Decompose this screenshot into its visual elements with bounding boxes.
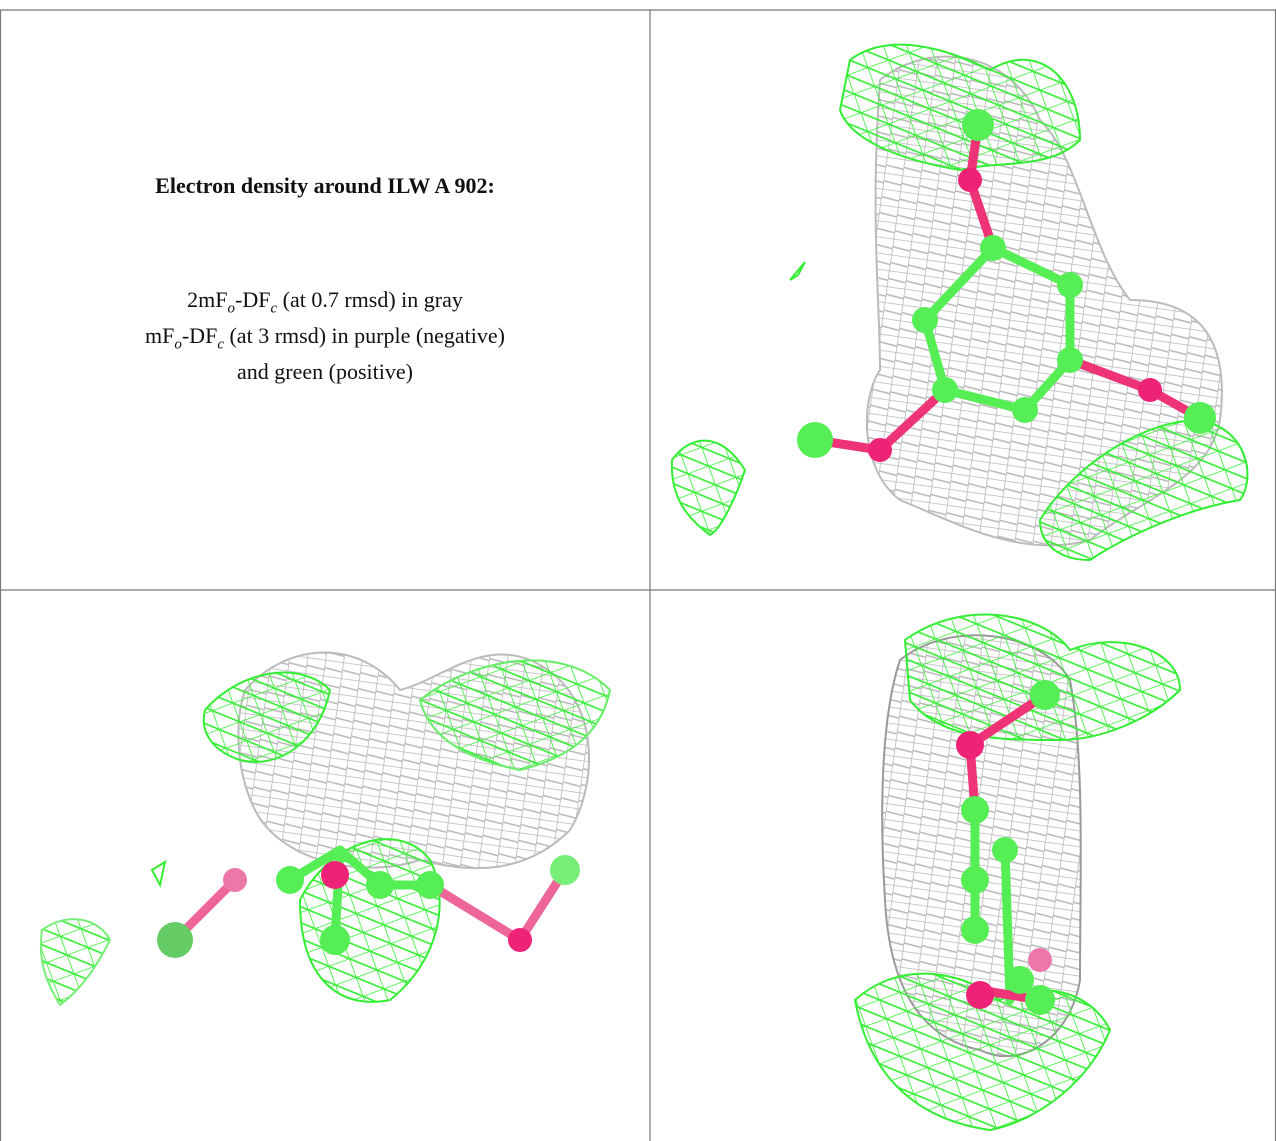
legend-text: -DF (182, 323, 217, 348)
density-view-3 (855, 615, 1180, 1130)
legend-line: mFo-DFc (at 3 rmsd) in purple (negative) (0, 318, 650, 354)
legend-line: 2mFo-DFc (at 0.7 rmsd) in gray (0, 282, 650, 318)
subscript: c (217, 336, 224, 352)
page: Electron density around ILW A 902: 2mFo-… (0, 0, 1276, 1141)
legend-text: mF (145, 323, 174, 348)
legend-text: -DF (235, 287, 270, 312)
subscript: o (174, 336, 182, 352)
density-view-1 (672, 45, 1248, 560)
text-panel: Electron density around ILW A 902: 2mFo-… (0, 10, 650, 590)
legend-text: (at 0.7 rmsd) in gray (277, 287, 463, 312)
legend-text: and green (positive) (237, 359, 413, 384)
density-view-2 (41, 653, 610, 1006)
title: Electron density around ILW A 902: (0, 173, 650, 199)
legend-text: 2mF (187, 287, 227, 312)
legend-text: (at 3 rmsd) in purple (negative) (224, 323, 505, 348)
legend-line: and green (positive) (0, 354, 650, 390)
subscript: o (228, 300, 236, 316)
